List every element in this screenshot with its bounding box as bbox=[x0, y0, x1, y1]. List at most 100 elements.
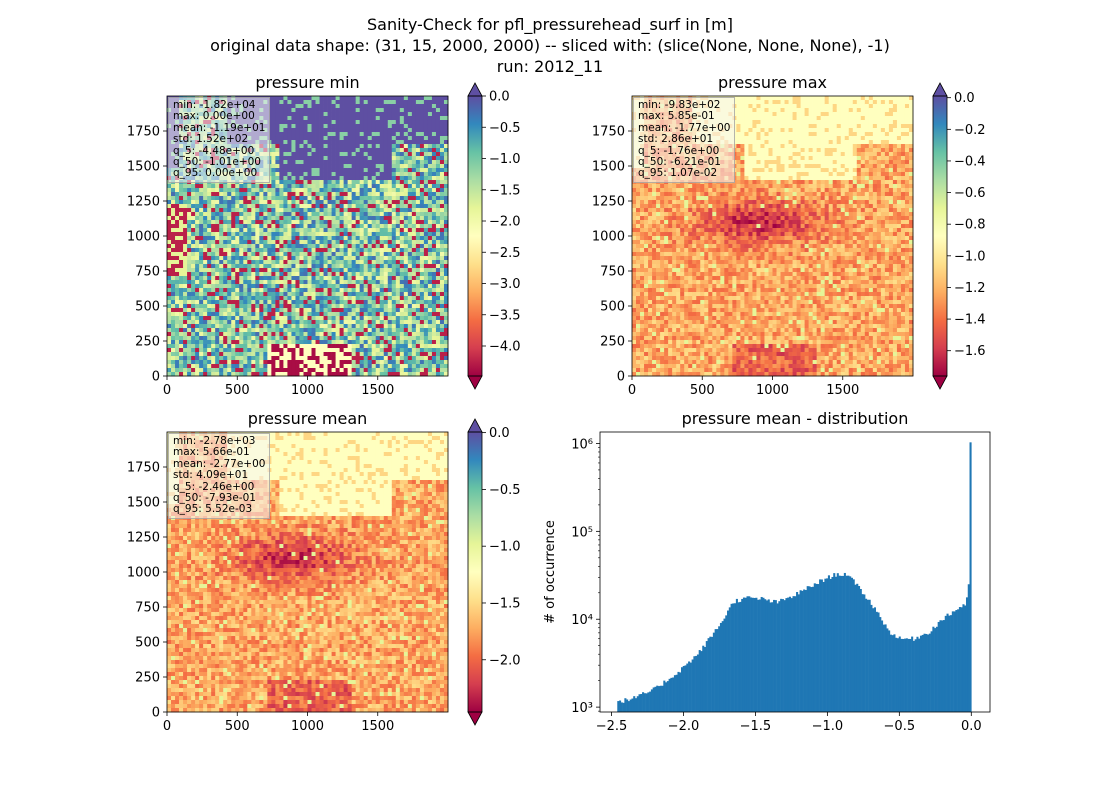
heatmap-cell bbox=[199, 292, 204, 297]
heatmap-cell bbox=[243, 276, 248, 281]
heatmap-cell bbox=[187, 256, 192, 261]
colorbar-tick-label: −0.5 bbox=[489, 121, 521, 136]
heatmap-cell bbox=[227, 364, 232, 369]
heatmap-cell bbox=[399, 264, 405, 269]
heatmap-cell bbox=[307, 300, 312, 305]
heatmap-cell bbox=[443, 148, 449, 153]
heatmap-cell bbox=[299, 132, 304, 137]
heatmap-cell bbox=[327, 136, 332, 141]
heatmap-cell bbox=[259, 296, 264, 301]
heatmap-cell bbox=[355, 352, 361, 357]
heatmap-cell bbox=[387, 224, 393, 229]
heatmap-cell bbox=[363, 368, 369, 373]
heatmap-cell bbox=[331, 292, 336, 297]
heatmap-cell bbox=[263, 208, 268, 213]
heatmap-cell bbox=[391, 164, 397, 169]
heatmap-cell bbox=[275, 248, 280, 253]
heatmap-cell bbox=[223, 304, 228, 309]
heatmap-cell bbox=[415, 348, 421, 353]
heatmap-cell bbox=[227, 344, 232, 349]
heatmap-cell bbox=[439, 168, 445, 173]
heatmap-cell bbox=[371, 324, 377, 329]
heatmap-cell bbox=[231, 288, 236, 293]
heatmap-cell bbox=[255, 264, 260, 269]
heatmap-cell bbox=[347, 312, 352, 317]
heatmap-cell bbox=[191, 348, 196, 353]
heatmap-cell bbox=[287, 100, 292, 105]
heatmap-cell bbox=[443, 300, 449, 305]
heatmap-cell bbox=[411, 232, 417, 237]
heatmap-cell bbox=[211, 324, 216, 329]
heatmap-cell bbox=[255, 236, 260, 241]
heatmap-cell bbox=[235, 364, 240, 369]
heatmap-cell bbox=[439, 308, 445, 313]
heatmap-cell bbox=[271, 132, 276, 137]
heatmap-cell bbox=[327, 368, 332, 373]
heatmap-cell bbox=[211, 248, 216, 253]
heatmap-cell bbox=[291, 208, 296, 213]
heatmap-cell bbox=[331, 316, 336, 321]
heatmap-cell bbox=[367, 332, 373, 337]
heatmap-cell bbox=[411, 176, 417, 181]
heatmap-cell bbox=[439, 248, 445, 253]
heatmap-cell bbox=[303, 136, 308, 141]
heatmap-cell bbox=[303, 204, 308, 209]
heatmap-cell bbox=[323, 308, 328, 313]
heatmap-cell bbox=[311, 204, 316, 209]
heatmap-cell bbox=[255, 296, 260, 301]
heatmap-cell bbox=[423, 344, 429, 349]
heatmap-cell bbox=[171, 224, 176, 229]
heatmap-cell bbox=[307, 176, 312, 181]
heatmap-cell bbox=[199, 288, 204, 293]
heatmap-cell bbox=[251, 208, 256, 213]
heatmap-cell bbox=[291, 176, 296, 181]
heatmap-cell bbox=[271, 252, 276, 257]
heatmap-cell bbox=[391, 216, 397, 221]
heatmap-cell bbox=[179, 228, 184, 233]
heatmap-cell bbox=[387, 352, 393, 357]
heatmap-cell bbox=[179, 308, 184, 313]
heatmap-cell bbox=[223, 284, 228, 289]
heatmap-cell bbox=[259, 324, 264, 329]
heatmap-cell bbox=[367, 116, 373, 121]
heatmap-cell bbox=[339, 204, 344, 209]
heatmap-cell bbox=[267, 364, 272, 369]
heatmap-cell bbox=[419, 140, 425, 145]
heatmap-cell bbox=[331, 204, 336, 209]
heatmap-cell bbox=[239, 312, 244, 317]
colorbar-tick-label: −3.5 bbox=[489, 308, 521, 323]
heatmap-cell bbox=[347, 208, 352, 213]
heatmap-cell bbox=[283, 224, 288, 229]
heatmap-cell bbox=[371, 212, 377, 217]
heatmap-cell bbox=[411, 244, 417, 249]
heatmap-cell bbox=[347, 300, 352, 305]
heatmap-cell bbox=[175, 240, 180, 245]
heatmap-cell bbox=[347, 248, 352, 253]
heatmap-cell bbox=[399, 200, 405, 205]
heatmap-cell bbox=[379, 184, 385, 189]
heatmap-cell bbox=[407, 284, 413, 289]
heatmap-cell bbox=[379, 224, 385, 229]
heatmap-cell bbox=[263, 356, 268, 361]
heatmap-cell bbox=[395, 272, 401, 277]
heatmap-cell bbox=[315, 356, 320, 361]
heatmap-cell bbox=[431, 256, 437, 261]
heatmap-cell bbox=[259, 212, 264, 217]
heatmap-cell bbox=[439, 256, 445, 261]
heatmap-cell bbox=[175, 260, 180, 265]
heatmap-cell bbox=[371, 276, 377, 281]
heatmap-cell bbox=[203, 300, 208, 305]
heatmap-cell bbox=[271, 288, 276, 293]
heatmap-cell bbox=[435, 96, 441, 101]
heatmap-cell bbox=[435, 320, 441, 325]
heatmap-cell bbox=[367, 228, 373, 233]
heatmap-cell bbox=[223, 340, 228, 345]
heatmap-cell bbox=[275, 364, 280, 369]
heatmap-cell bbox=[367, 284, 373, 289]
heatmap-cell bbox=[247, 276, 252, 281]
heatmap-cell bbox=[231, 224, 236, 229]
heatmap-cell bbox=[431, 112, 437, 117]
heatmap-cell bbox=[315, 116, 320, 121]
heatmap-cell bbox=[363, 308, 369, 313]
heatmap-cell bbox=[351, 308, 357, 313]
